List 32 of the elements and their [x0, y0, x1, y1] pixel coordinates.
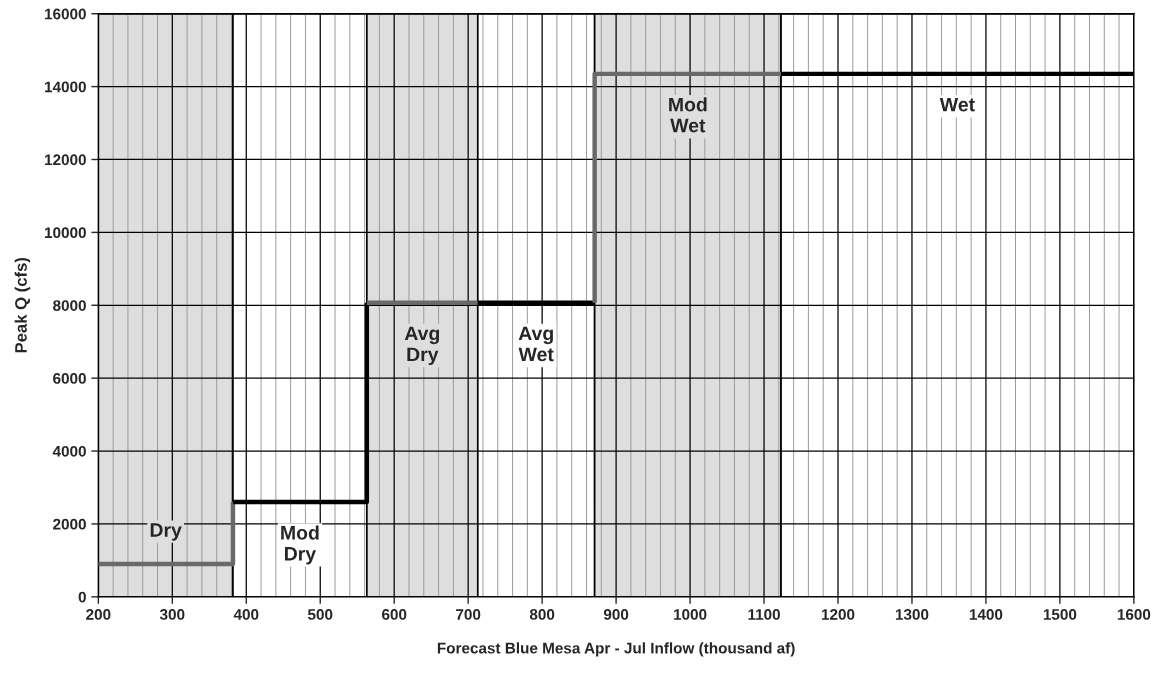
x-tick-label: 700	[456, 609, 481, 620]
x-tick-label: 1200	[821, 609, 855, 620]
band-label: Avg Wet	[518, 326, 554, 362]
x-tick-label: 1300	[895, 609, 929, 620]
band-label: Wet	[939, 97, 975, 112]
y-tick-label: 10000	[45, 227, 86, 239]
band-label: Dry	[150, 523, 182, 541]
x-tick-label: 200	[86, 609, 111, 620]
x-tick-label: 1100	[748, 609, 780, 620]
x-tick-label: 1000	[674, 609, 707, 620]
y-tick-label: 2000	[53, 518, 86, 530]
y-tick-label: 0	[78, 591, 86, 603]
band-label: Mod Wet	[669, 97, 707, 133]
x-tick-label: 1500	[1043, 609, 1077, 620]
x-axis-title: Forecast Blue Mesa Apr - Jul Inflow (thousand af)	[437, 642, 795, 657]
y-tick-label: 4000	[52, 445, 86, 457]
x-tick-label: 1600	[1117, 609, 1151, 620]
y-tick-label: 16000	[45, 8, 86, 20]
x-tick-label: 300	[159, 609, 185, 620]
x-tick-label: 1400	[969, 609, 1003, 620]
y-tick-label: 8000	[53, 300, 86, 311]
y-tick-label: 12000	[45, 154, 86, 166]
band-label: Avg Dry	[404, 326, 440, 366]
band-label: Mod Dry	[281, 525, 319, 565]
x-tick-label: 500	[307, 609, 333, 620]
y-tick-label: 6000	[53, 373, 86, 384]
x-tick-label: 900	[603, 609, 629, 620]
y-axis-title: Peak Q (cfs)	[14, 257, 31, 353]
x-tick-label: 800	[529, 609, 555, 620]
x-tick-label: 400	[233, 609, 259, 620]
y-tick-label: 14000	[45, 81, 86, 93]
x-tick-label: 600	[382, 609, 407, 620]
